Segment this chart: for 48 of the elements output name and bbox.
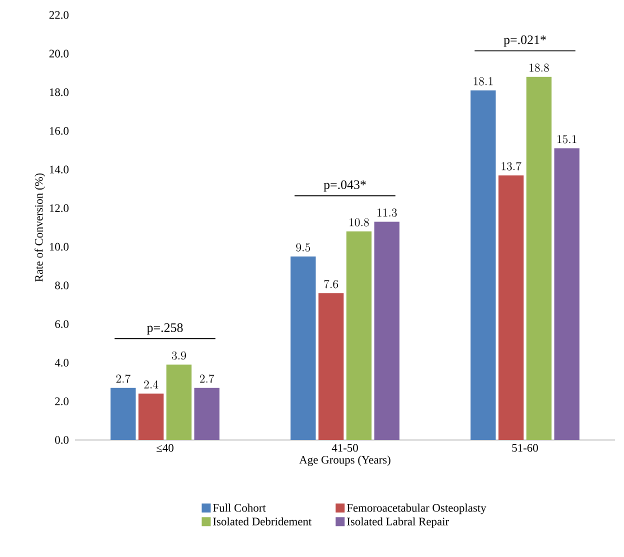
- data-label: 2.7: [200, 374, 214, 383]
- y-tick-label: 20.0: [49, 50, 69, 58]
- bar: [374, 222, 400, 440]
- y-axis-title: Rate of Conversion (%): [34, 173, 46, 282]
- data-label: 15. 1: [558, 135, 576, 144]
- bar: [470, 90, 496, 440]
- bar: [498, 175, 524, 440]
- bar: [166, 364, 192, 440]
- y-tick-label: 10.0: [50, 242, 69, 251]
- legend-label: Isolated Labral Repair: [347, 517, 449, 528]
- y-tick-label: 22.0: [49, 11, 69, 19]
- y-tick-label: 4.0: [54, 358, 69, 367]
- x-axis-title: Age Groups (Years): [299, 456, 390, 466]
- y-tick-label: 18.0: [50, 88, 69, 96]
- data-label: 9.5: [296, 243, 310, 252]
- y-tick-label: 8.0: [55, 282, 69, 290]
- bar: [138, 394, 164, 440]
- y-tick-label: 16.0: [50, 127, 69, 135]
- x-tick-label: 51-60: [512, 444, 538, 452]
- data-label: 18. 1: [474, 77, 493, 86]
- data-label: 7.6: [324, 280, 338, 288]
- bar: [290, 256, 316, 440]
- bar: [318, 293, 344, 440]
- bar: [554, 148, 580, 440]
- y-tick-label: 14.0: [50, 166, 69, 174]
- bar: [526, 76, 552, 440]
- y-tick-label: 6.0: [55, 320, 69, 328]
- data-label: 18.8: [530, 64, 549, 72]
- data-label: 13.7: [502, 162, 522, 170]
- y-tick-label: 12.0: [50, 204, 69, 212]
- legend-label: Full Cohort: [213, 504, 266, 512]
- annotation: p=.258: [146, 323, 183, 335]
- data-label: 3.9: [172, 352, 186, 360]
- annotation: p=.021*: [504, 35, 546, 47]
- legend-label: Femoroacetabular Osteoplasty: [346, 504, 486, 514]
- x-tick-label: ≤40: [156, 444, 174, 452]
- bar: [194, 388, 220, 440]
- data-label: 11 .3: [378, 208, 397, 217]
- bar: [110, 388, 136, 440]
- x-tick-label: 41-50: [332, 444, 358, 452]
- bar: [346, 231, 372, 440]
- legend-label: Isolated Debridement: [213, 517, 312, 526]
- data-label: 2.7: [116, 374, 130, 383]
- annotation: p=.043*: [324, 180, 366, 192]
- y-tick-label: 2.0: [55, 397, 69, 406]
- y-tick-label: 0.0: [55, 436, 69, 444]
- data-label: 2.4: [144, 380, 158, 388]
- data-label: 10.8: [350, 218, 369, 226]
